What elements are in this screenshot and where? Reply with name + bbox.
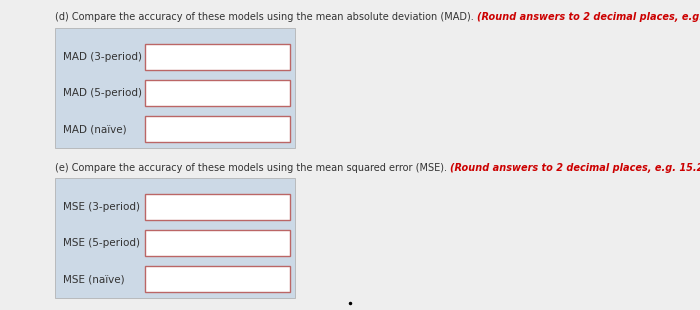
Text: MSE (3-period): MSE (3-period) bbox=[63, 202, 140, 212]
Text: MAD (3-period): MAD (3-period) bbox=[63, 52, 142, 62]
Text: MAD (5-period): MAD (5-period) bbox=[63, 88, 142, 98]
FancyBboxPatch shape bbox=[145, 116, 290, 142]
FancyBboxPatch shape bbox=[145, 266, 290, 292]
Text: MSE (naïve): MSE (naïve) bbox=[63, 274, 125, 284]
Text: (d) Compare the accuracy of these models using the mean absolute deviation (MAD): (d) Compare the accuracy of these models… bbox=[55, 12, 477, 22]
FancyBboxPatch shape bbox=[55, 178, 295, 298]
Text: (Round answers to 2 decimal places, e.g. 15.25.): (Round answers to 2 decimal places, e.g.… bbox=[450, 163, 700, 173]
FancyBboxPatch shape bbox=[55, 28, 295, 148]
FancyBboxPatch shape bbox=[145, 230, 290, 256]
Text: MSE (5-period): MSE (5-period) bbox=[63, 238, 140, 248]
Text: MAD (naïve): MAD (naïve) bbox=[63, 124, 127, 134]
Text: (Round answers to 2 decimal places, e.g. 15.25.): (Round answers to 2 decimal places, e.g.… bbox=[477, 12, 700, 22]
Text: (e) Compare the accuracy of these models using the mean squared error (MSE).: (e) Compare the accuracy of these models… bbox=[55, 163, 450, 173]
FancyBboxPatch shape bbox=[145, 194, 290, 220]
FancyBboxPatch shape bbox=[145, 80, 290, 106]
FancyBboxPatch shape bbox=[145, 44, 290, 70]
